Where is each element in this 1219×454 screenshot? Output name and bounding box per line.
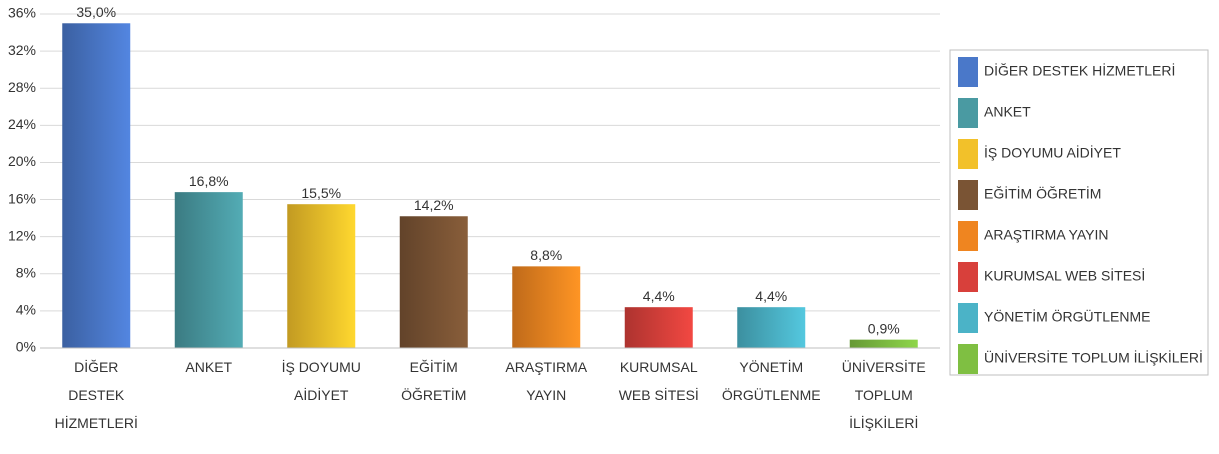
y-tick-label: 4% — [16, 302, 36, 318]
legend-label: ÜNİVERSİTE TOPLUM İLİŞKİLERİ — [984, 349, 1203, 366]
x-tick-label-line: YÖNETİM — [739, 358, 803, 375]
x-tick-label-line: İŞ DOYUMU — [282, 358, 361, 375]
x-tick-label: ÜNİVERSİTE TOPLUM İLİŞKİLERİ — [842, 358, 926, 431]
x-tick-label-line: ÖRGÜTLENME — [722, 386, 821, 403]
y-tick-label: 8% — [16, 264, 36, 280]
y-tick-label: 0% — [16, 339, 36, 355]
data-label: 15,5% — [301, 185, 341, 201]
bar — [399, 216, 468, 348]
legend-swatch — [958, 262, 978, 292]
x-tick-label: YÖNETİM ÖRGÜTLENME — [722, 358, 821, 403]
x-tick-label: ARAŞTIRMA YAYIN — [505, 359, 587, 403]
y-tick-label: 28% — [8, 79, 36, 95]
legend-label: İŞ DOYUMU AİDİYET — [984, 144, 1121, 161]
legend-swatch — [958, 139, 978, 169]
legend-label: EĞİTİM ÖĞRETİM — [984, 185, 1101, 202]
x-tick-label-line: YAYIN — [526, 387, 566, 403]
data-label: 35,0% — [76, 4, 116, 20]
x-tick-label: ANKET — [185, 359, 232, 375]
data-label: 4,4% — [755, 288, 787, 304]
legend-label: ANKET — [984, 104, 1031, 120]
y-tick-label: 20% — [8, 153, 36, 169]
x-tick-label-line: TOPLUM — [855, 387, 913, 403]
bar — [287, 204, 356, 348]
data-label: 0,9% — [868, 320, 900, 336]
bar — [174, 192, 243, 348]
x-tick-label-line: DESTEK — [68, 387, 125, 403]
x-tick-label: İŞ DOYUMU AİDİYET — [282, 358, 361, 403]
legend-label: KURUMSAL WEB SİTESİ — [984, 267, 1145, 284]
data-label: 8,8% — [530, 247, 562, 263]
legend-label: ARAŞTIRMA YAYIN — [984, 227, 1108, 243]
legend-label: YÖNETİM ÖRGÜTLENME — [984, 308, 1150, 325]
x-tick-label-line: HİZMETLERİ — [55, 414, 138, 431]
legend-label: DİĞER DESTEK HİZMETLERİ — [984, 62, 1175, 79]
x-tick-label-line: İLİŞKİLERİ — [849, 414, 918, 431]
x-tick-label-line: ARAŞTIRMA — [505, 359, 587, 375]
bar — [62, 23, 131, 349]
data-label: 14,2% — [414, 197, 454, 213]
x-tick-label-line: DİĞER — [74, 358, 118, 375]
bar — [737, 307, 806, 348]
legend-swatch — [958, 98, 978, 128]
bar — [512, 266, 581, 348]
legend-swatch — [958, 180, 978, 210]
data-label: 4,4% — [643, 288, 675, 304]
y-tick-label: 36% — [8, 5, 36, 21]
x-tick-label-line: AİDİYET — [294, 386, 349, 403]
x-tick-label-line: KURUMSAL — [620, 359, 698, 375]
x-tick-label: KURUMSAL WEB SİTESİ — [619, 359, 699, 403]
data-label: 16,8% — [189, 173, 229, 189]
legend-swatch — [958, 221, 978, 251]
bar — [849, 339, 918, 348]
y-tick-label: 24% — [8, 116, 36, 132]
legend-box — [949, 49, 1209, 376]
bar — [624, 307, 693, 348]
y-tick-label: 16% — [8, 190, 36, 206]
x-tick-label-line: EĞİTİM — [410, 358, 458, 375]
legend-swatch — [958, 344, 978, 374]
x-tick-label-line: ÖĞRETİM — [401, 386, 466, 403]
x-tick-label-line: ANKET — [185, 359, 232, 375]
legend-swatch — [958, 303, 978, 333]
x-tick-label-line: ÜNİVERSİTE — [842, 358, 926, 375]
y-tick-label: 32% — [8, 42, 36, 58]
y-tick-label: 12% — [8, 227, 36, 243]
x-tick-label: DİĞER DESTEK HİZMETLERİ — [55, 358, 138, 431]
x-tick-label-line: WEB SİTESİ — [619, 386, 699, 403]
legend-swatch — [958, 57, 978, 87]
x-tick-label: EĞİTİM ÖĞRETİM — [401, 358, 466, 403]
